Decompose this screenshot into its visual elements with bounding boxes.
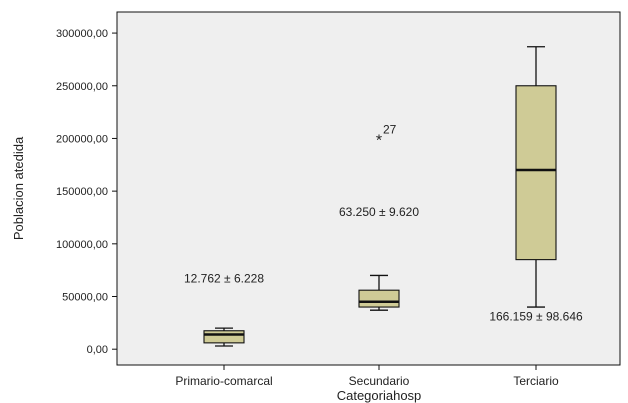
mean-sd-annotation: 63.250 ± 9.620 xyxy=(339,205,419,219)
y-axis-title: Poblacion atedida xyxy=(11,136,26,240)
outlier-marker: * xyxy=(376,132,382,149)
y-tick-label: 100000,00 xyxy=(56,239,108,251)
box-terciario xyxy=(515,46,557,308)
box-primario-comarcal xyxy=(203,327,245,347)
box-group: *27 xyxy=(203,46,557,347)
x-axis: Primario-comarcal Secundario Terciario xyxy=(175,365,559,388)
x-axis-title: Categoriahosp xyxy=(337,388,422,403)
box-secundario: *27 xyxy=(358,122,400,311)
y-tick-label: 200000,00 xyxy=(56,133,108,145)
iqr-box xyxy=(358,289,400,308)
mean-sd-annotation: 12.762 ± 6.228 xyxy=(184,272,264,286)
y-tick-label: 300000,00 xyxy=(56,28,108,40)
annotation-group: 12.762 ± 6.228 63.250 ± 9.620 166.159 ± 98… xyxy=(184,205,583,323)
y-tick-label: 50000,00 xyxy=(62,292,108,304)
y-tick-label: 0,00 xyxy=(87,344,108,356)
x-tick-label: Primario-comarcal xyxy=(175,374,272,388)
y-tick-label: 250000,00 xyxy=(56,81,108,93)
iqr-box xyxy=(203,330,245,344)
outlier-label: 27 xyxy=(383,122,397,136)
y-axis: 0,00 50000,00 100000,00 150000,00 200000,00 2… xyxy=(56,28,117,356)
iqr-box xyxy=(515,85,557,261)
mean-sd-annotation: 166.159 ± 98.646 xyxy=(489,310,583,324)
y-tick-label: 150000,00 xyxy=(56,186,108,198)
x-tick-label: Terciario xyxy=(513,374,559,388)
x-tick-label: Secundario xyxy=(349,374,410,388)
